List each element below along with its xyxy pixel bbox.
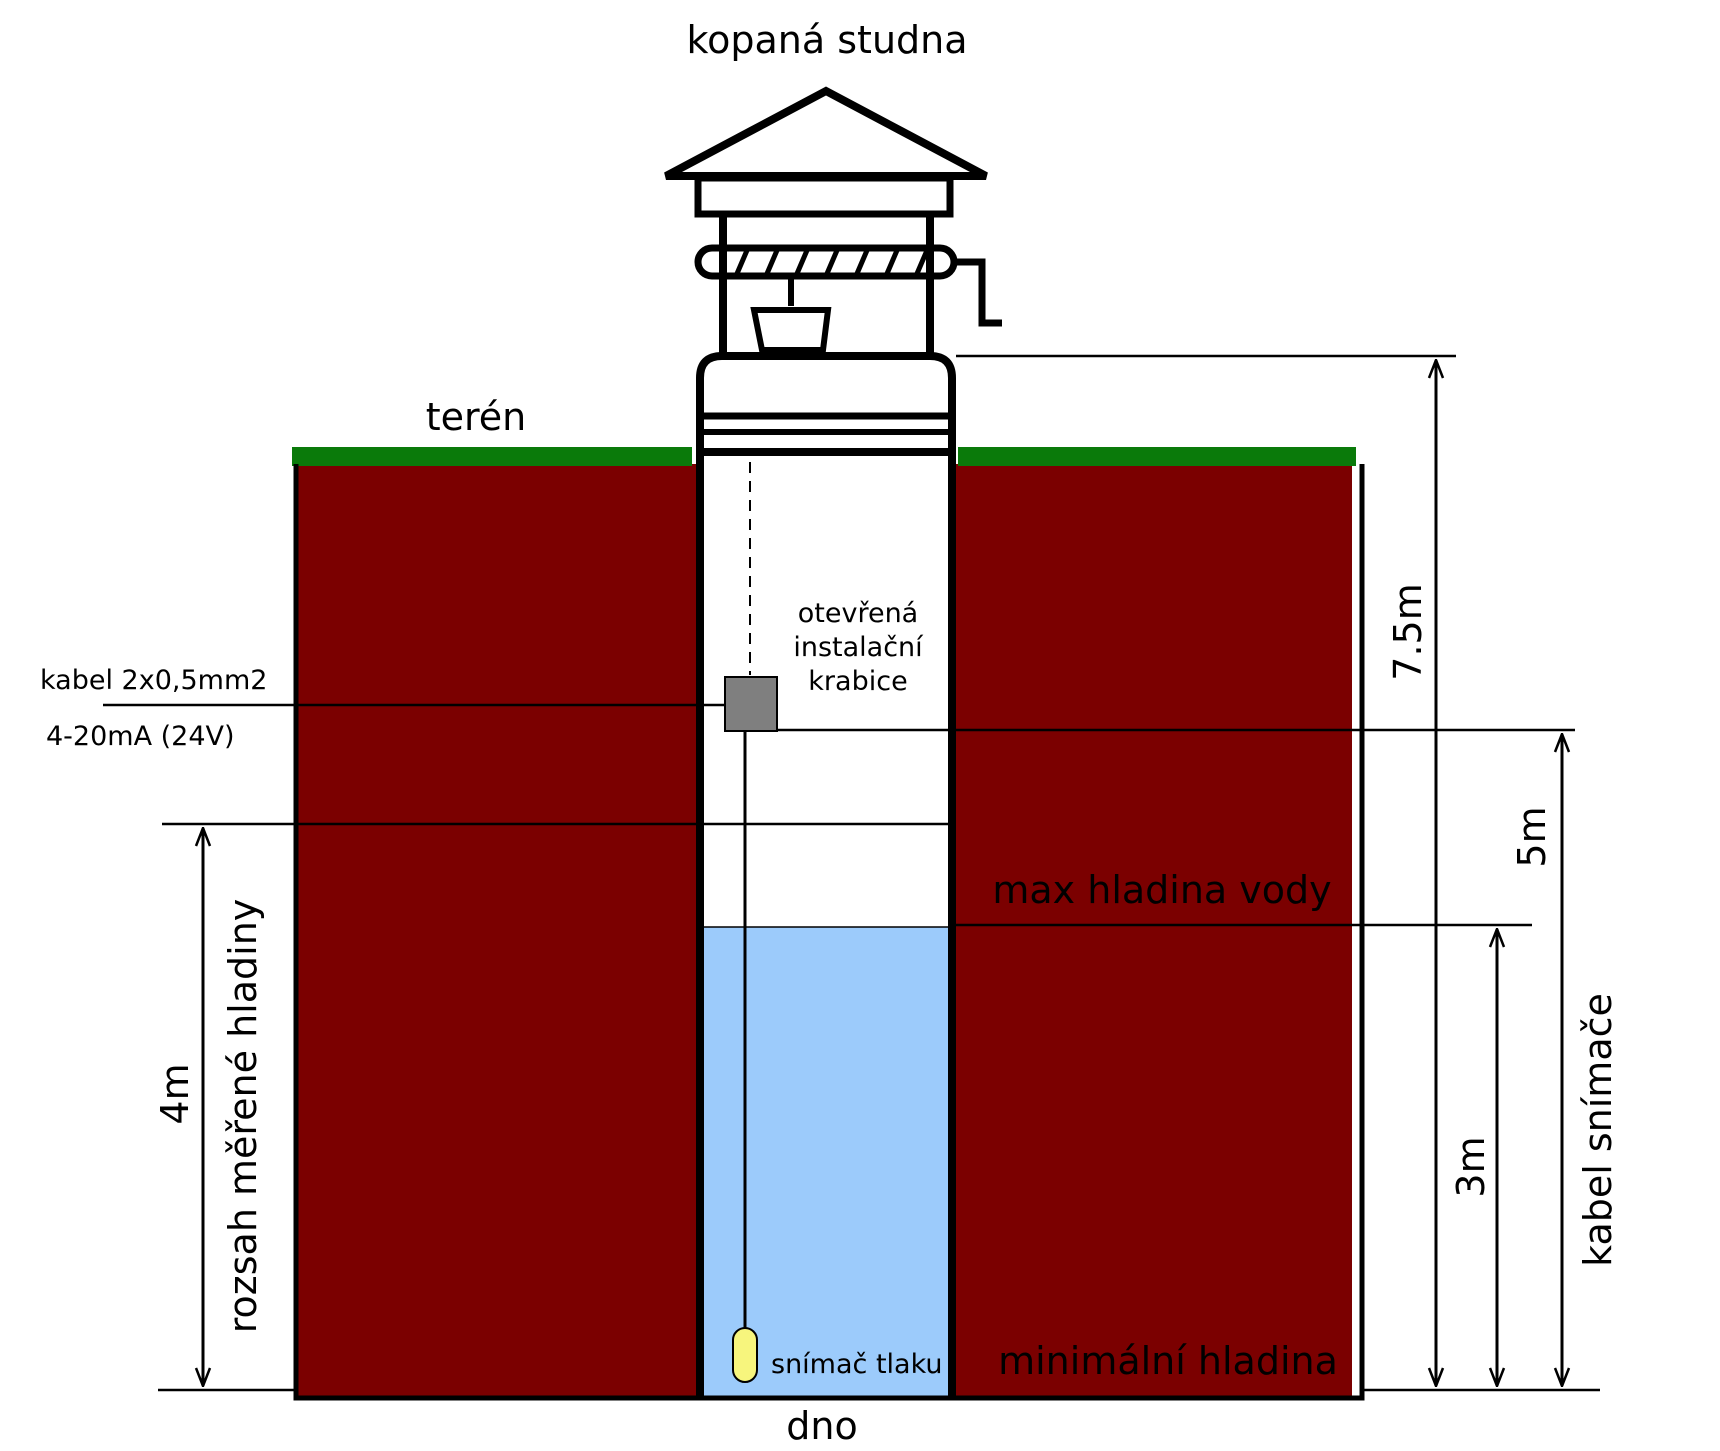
box-label-line3: krabice (808, 666, 907, 697)
box-label-line1: otevřená (798, 598, 918, 629)
cable-spec-line2: 4-20mA (24V) (46, 721, 235, 752)
soil-left (296, 464, 698, 1398)
water (702, 927, 950, 1396)
min-level-label: minimální hladina (998, 1339, 1338, 1383)
title: kopaná studna (686, 18, 967, 62)
installation-box (724, 676, 778, 732)
grass-left (292, 447, 692, 466)
terrain-label: terén (426, 395, 527, 439)
bottom-label: dno (786, 1404, 857, 1448)
well-head (696, 352, 956, 456)
range-value: 4m (153, 1063, 197, 1124)
grass-right (958, 447, 1356, 466)
box-label-line2: instalační (793, 632, 924, 663)
cable-length-value: 5m (1510, 806, 1554, 867)
bucket (750, 307, 832, 353)
cable-label: kabel snímače (1576, 993, 1620, 1267)
soil-right (952, 464, 1352, 1398)
soil-outline (293, 464, 1365, 1401)
sensor-label: snímač tlaku (771, 1349, 943, 1380)
cable-spec-line1: kabel 2x0,5mm2 (40, 665, 267, 696)
water-depth-value: 3m (1449, 1136, 1493, 1197)
windlass-crank (954, 258, 1002, 327)
max-level-label: max hladina vody (992, 868, 1331, 912)
roof (664, 86, 988, 180)
windlass-rope (733, 247, 931, 277)
pressure-sensor (732, 1327, 758, 1383)
total-depth-value: 7.5m (1386, 583, 1430, 680)
range-label: rozsah měřené hladiny (221, 899, 265, 1334)
roof-beam (694, 174, 954, 218)
